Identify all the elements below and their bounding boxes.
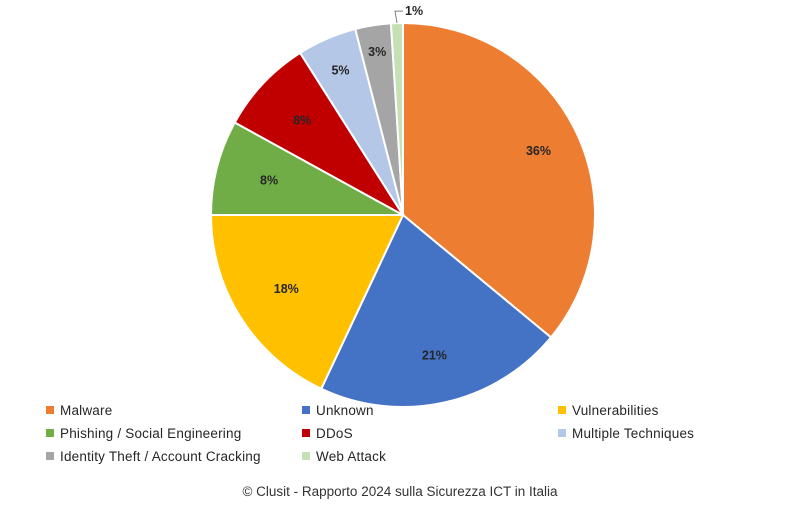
- legend-item: Multiple Techniques: [558, 423, 786, 443]
- data-label: 8%: [260, 174, 278, 188]
- legend-label: Multiple Techniques: [572, 425, 695, 441]
- pie-chart: 36% 21% 18% 8% 8% 5% 3% 1%: [209, 4, 596, 408]
- chart-legend: Malware Unknown Vulnerabilities Phishing / …: [46, 400, 786, 466]
- legend-item: Identity Theft / Account Cracking: [46, 446, 302, 466]
- legend-swatch: [46, 429, 54, 437]
- leader-line: [394, 10, 403, 24]
- legend-swatch: [46, 406, 54, 414]
- pie-slice-phishing-social-engineering: [209, 121, 404, 216]
- legend-swatch: [558, 406, 566, 414]
- copyright-footer: © Clusit - Rapporto 2024 sulla Sicurezza…: [242, 484, 558, 499]
- legend-item: DDoS: [302, 423, 558, 443]
- legend-item: Vulnerabilities: [558, 400, 786, 420]
- legend-item: Unknown: [302, 400, 558, 420]
- legend-label: Identity Theft / Account Cracking: [60, 448, 261, 464]
- legend-item: Malware: [46, 400, 302, 420]
- legend-label: Phishing / Social Engineering: [60, 425, 242, 441]
- pie-slice-unknown: [319, 213, 553, 408]
- pie-slice-malware: [402, 21, 596, 339]
- legend-item: Phishing / Social Engineering: [46, 423, 302, 443]
- data-label: 5%: [331, 64, 349, 78]
- data-label: 36%: [526, 144, 551, 158]
- pie-slice-ddos: [233, 51, 404, 216]
- data-label: 3%: [368, 45, 386, 59]
- legend-swatch: [558, 429, 566, 437]
- legend-label: DDoS: [316, 425, 353, 441]
- data-label: 8%: [293, 113, 311, 127]
- pie-slice-vulnerabilities: [209, 214, 405, 391]
- legend-label: Malware: [60, 402, 113, 418]
- legend-swatch: [302, 429, 310, 437]
- legend-swatch: [302, 452, 310, 460]
- legend-swatch: [46, 452, 54, 460]
- legend-item: Web Attack: [302, 446, 558, 466]
- legend-label: Unknown: [316, 402, 374, 418]
- legend-swatch: [302, 406, 310, 414]
- legend-label: Vulnerabilities: [572, 402, 659, 418]
- data-label: 18%: [274, 282, 299, 296]
- data-label: 1%: [405, 4, 423, 18]
- data-label: 21%: [422, 349, 447, 363]
- legend-label: Web Attack: [316, 448, 387, 464]
